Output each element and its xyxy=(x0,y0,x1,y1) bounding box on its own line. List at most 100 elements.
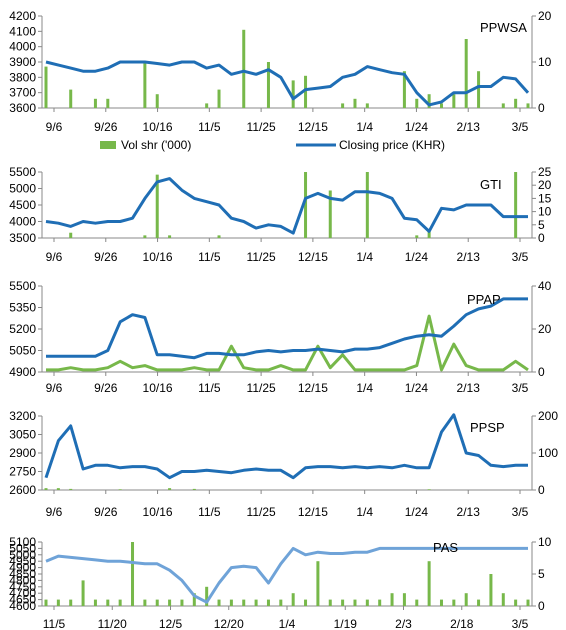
chart-ppwsa-volume-bar xyxy=(304,75,308,108)
chart-pas-volume-bar xyxy=(353,599,357,606)
chart-gti-x-tick-label: 11/25 xyxy=(247,250,276,264)
chart-pas-volume-bar xyxy=(291,593,295,606)
chart-pas-title: PAS xyxy=(433,540,458,555)
chart-ppwsa-volume-bar xyxy=(415,98,419,108)
chart-gti-right-tick-label: 5 xyxy=(538,218,545,232)
chart-gti-volume-bar xyxy=(69,232,73,238)
chart-pas-left-tick-label: 5050 xyxy=(9,541,36,555)
chart-gti-x-tick-label: 1/24 xyxy=(405,250,429,264)
chart-ppap-x-tick-label: 1/4 xyxy=(356,381,373,395)
chart-ppap-x-tick-label: 3/5 xyxy=(512,381,529,395)
chart-pas-left-tick-label: 5100 xyxy=(9,535,36,549)
chart-pas-volume-bar xyxy=(205,586,209,606)
chart-gti-volume-bar xyxy=(328,190,332,238)
chart-pas-volume-bar xyxy=(266,599,270,606)
chart-ppwsa-x-tick-label: 12/15 xyxy=(298,120,328,134)
chart-ppwsa-volume-bar xyxy=(291,80,295,108)
chart-ppap-volume-line xyxy=(46,314,529,372)
chart-pas-volume-bar xyxy=(69,599,73,606)
chart-pas-left-tick-label: 4900 xyxy=(9,561,36,575)
chart-pas-volume-bar xyxy=(155,599,159,606)
chart-pas-volume-bar xyxy=(81,580,85,606)
chart-ppwsa-volume-bar xyxy=(93,98,97,108)
chart-gti-x-tick-label: 11/5 xyxy=(198,250,221,264)
chart-ppsp-left-tick-label: 3200 xyxy=(9,409,36,423)
chart-ppsp-x-tick-label: 9/6 xyxy=(46,505,63,519)
chart-pas-volume-bar xyxy=(56,599,60,606)
chart-pas-volume-bar xyxy=(501,593,505,606)
chart-ppwsa-price-line xyxy=(45,60,530,107)
chart-ppwsa-volume-bar xyxy=(341,103,345,108)
chart-ppap-x-tick-label: 9/6 xyxy=(46,381,63,395)
chart-pas-right-tick-label: 10 xyxy=(538,535,552,549)
chart-pas-left-tick-label: 4650 xyxy=(9,593,36,607)
chart-ppap-x-tick-label: 1/24 xyxy=(405,381,429,395)
chart-ppsp-volume-bar xyxy=(168,488,172,490)
chart-ppsp-volume-bar xyxy=(427,489,431,490)
chart-ppap-x-tick-label: 11/5 xyxy=(198,381,221,395)
chart-ppap-left-tick-label: 5050 xyxy=(9,344,36,358)
chart-pas-volume-bar xyxy=(316,561,320,606)
chart-gti-left-tick-label: 5000 xyxy=(9,182,36,196)
chart-pas-volume-bar xyxy=(477,599,481,606)
chart-pas-x-tick-label: 2/3 xyxy=(395,617,412,630)
chart-ppwsa-volume-bar xyxy=(205,103,209,108)
chart-pas-volume-bar xyxy=(131,542,135,606)
chart-ppsp-price-line xyxy=(44,413,528,480)
chart-ppwsa-volume-bar xyxy=(143,62,147,108)
chart-pas-right-tick-label: 5 xyxy=(538,567,545,581)
chart-pas-x-tick-label: 12/20 xyxy=(214,617,244,630)
chart-gti-x-tick-label: 2/13 xyxy=(457,250,481,264)
chart-pas-volume-bar xyxy=(118,599,122,606)
chart-gti-left-tick-label: 4000 xyxy=(9,215,36,229)
chart-ppwsa-left-tick-label: 3800 xyxy=(9,70,36,84)
chart-ppwsa-x-tick-label: 2/13 xyxy=(457,120,481,134)
chart-gti-x-tick-label: 10/16 xyxy=(143,250,173,264)
chart-gti-x-tick-label: 12/15 xyxy=(298,250,328,264)
chart-ppsp-left-tick-label: 2600 xyxy=(9,483,36,497)
chart-ppap-x-tick-label: 10/16 xyxy=(143,381,173,395)
chart-ppsp-right-tick-label: 200 xyxy=(538,409,558,423)
chart-gti-volume-bar xyxy=(168,235,172,238)
chart-ppwsa-volume-bar xyxy=(69,89,73,108)
chart-ppwsa-volume-bar xyxy=(402,71,406,108)
chart-pas-volume-bar xyxy=(93,599,97,606)
chart-gti-left-tick-label: 3500 xyxy=(9,231,36,245)
chart-ppwsa-left-tick-label: 3900 xyxy=(9,55,36,69)
chart-ppsp-x-tick-label: 2/13 xyxy=(457,505,481,519)
chart-gti-x-tick-label: 1/4 xyxy=(356,250,373,264)
chart-gti-x-tick-label: 9/26 xyxy=(94,250,118,264)
chart-pas-volume-bar xyxy=(439,599,443,606)
chart-pas-x-tick-label: 2/18 xyxy=(450,617,474,630)
chart-ppsp-x-tick-label: 11/25 xyxy=(247,505,276,519)
chart-pas-volume-bar xyxy=(143,599,147,606)
chart-gti-volume-bar xyxy=(365,172,369,238)
chart-pas-x-tick-label: 3/5 xyxy=(512,617,529,630)
chart-ppap-x-tick-label: 12/15 xyxy=(298,381,328,395)
chart-gti-volume-bar xyxy=(304,172,308,238)
chart-ppap-price-line xyxy=(46,297,528,360)
chart-pas-x-tick-label: 12/5 xyxy=(159,617,183,630)
chart-ppsp-volume-bar xyxy=(118,489,122,490)
chart-ppwsa-x-tick-label: 1/4 xyxy=(356,120,373,134)
chart-gti-right-tick-label: 20 xyxy=(538,178,552,192)
chart-pas-left-tick-label: 4600 xyxy=(9,599,36,613)
chart-ppwsa-volume-bar xyxy=(514,98,518,108)
chart-ppwsa-volume-bar xyxy=(155,94,159,108)
chart-ppwsa-volume-bar xyxy=(427,94,431,108)
chart-ppwsa-x-tick-label: 11/25 xyxy=(247,120,276,134)
chart-pas-volume-bar xyxy=(229,599,233,606)
chart-pas-volume-bar xyxy=(304,599,308,606)
chart-gti-volume-bar xyxy=(217,235,221,238)
chart-gti-right-tick-label: 0 xyxy=(538,231,545,245)
chart-pas-price-line xyxy=(45,546,528,604)
chart-ppap-title: PPAP xyxy=(467,292,501,307)
chart-gti-volume-bar xyxy=(415,235,419,238)
chart-pas-volume-bar xyxy=(402,593,406,606)
chart-ppwsa-volume-bar xyxy=(353,98,357,108)
chart-gti-volume-bar xyxy=(143,235,147,238)
chart-pas-x-tick-label: 1/19 xyxy=(334,617,358,630)
chart-ppap-right-tick-label: 0 xyxy=(538,365,545,379)
chart-ppwsa-volume-bar xyxy=(217,89,221,108)
chart-pas-volume-bar xyxy=(279,599,283,606)
